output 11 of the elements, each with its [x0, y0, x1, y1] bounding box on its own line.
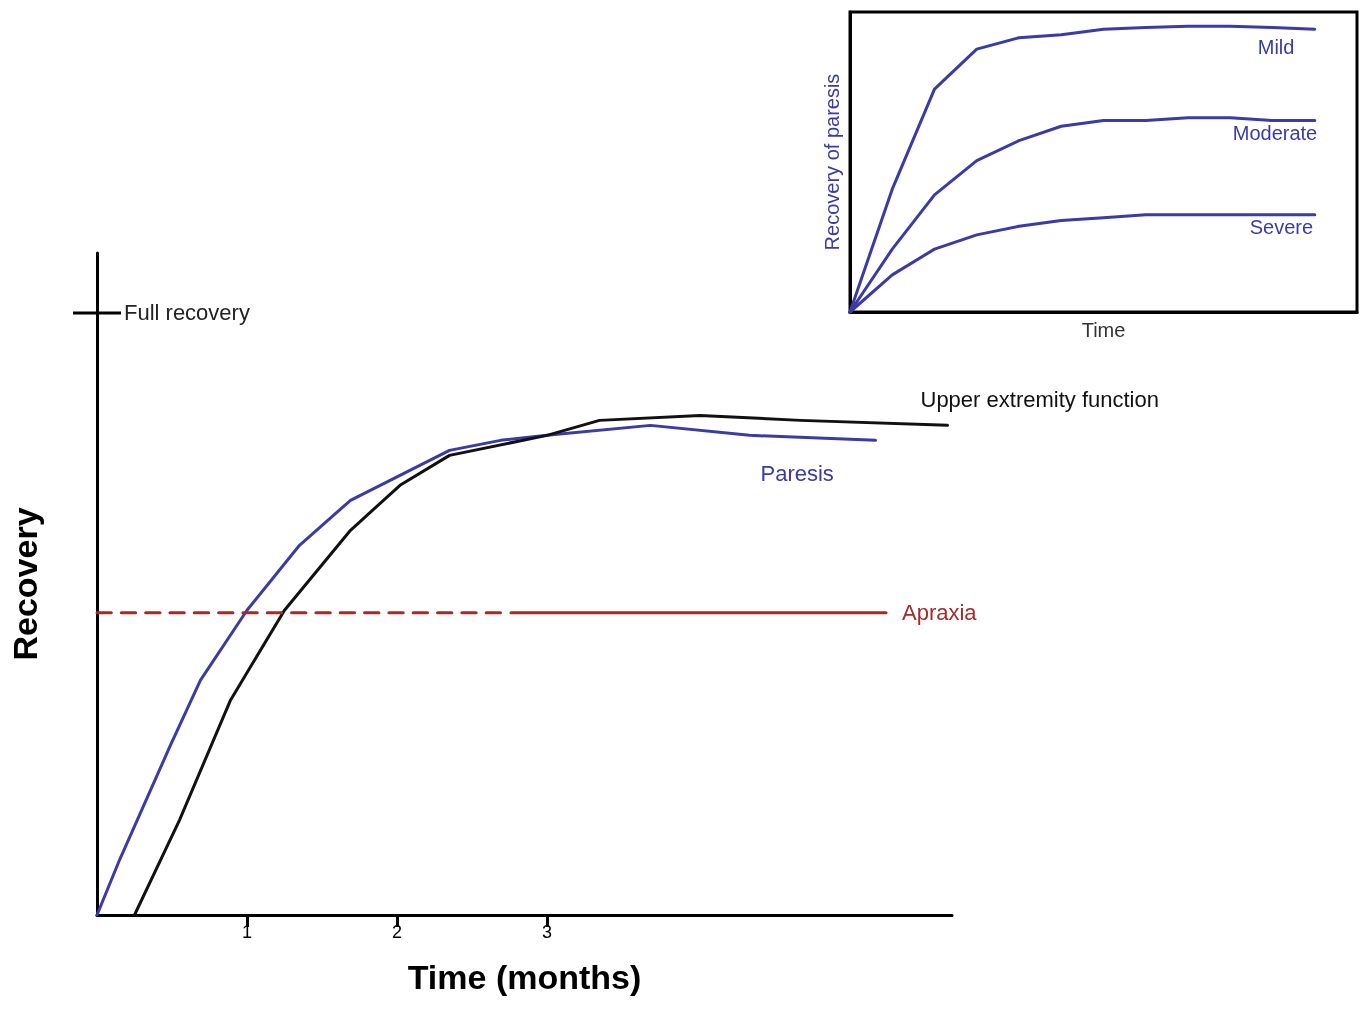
- series-label: Mild: [1257, 36, 1295, 59]
- series-label: Paresis: [760, 460, 834, 486]
- y-axis-title: Recovery: [6, 507, 44, 661]
- series-label: Severe: [1249, 215, 1314, 238]
- y-axis-title: Recovery of paresis: [821, 73, 843, 251]
- series-label: Moderate: [1232, 121, 1318, 144]
- x-axis-title: Time (months): [407, 958, 642, 996]
- text: Full recovery: [124, 300, 250, 326]
- x-axis-title: Time: [1081, 319, 1126, 341]
- series-label: Upper extremity function: [920, 386, 1159, 412]
- series-label: Apraxia: [902, 600, 978, 626]
